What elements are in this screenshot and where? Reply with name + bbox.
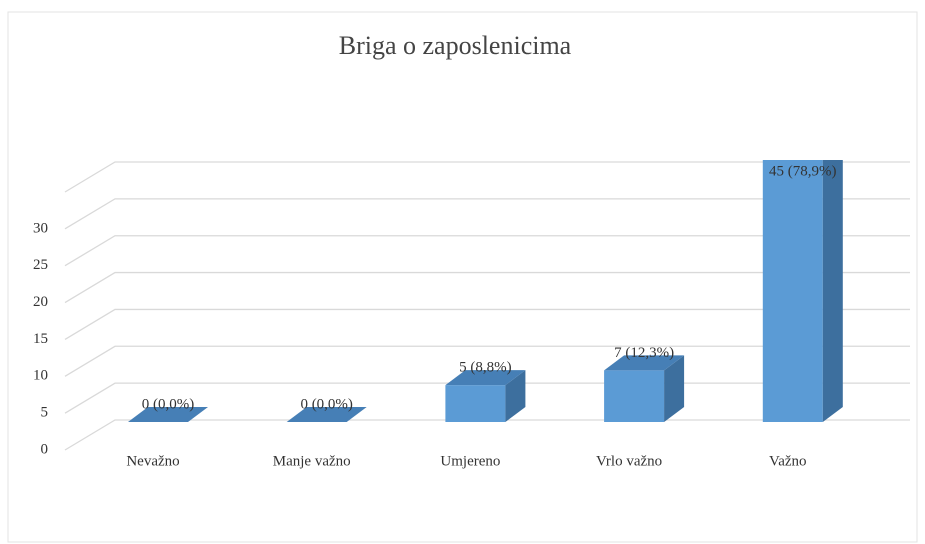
chart-title: Briga o zaposlenicima: [339, 31, 572, 60]
grid-line: [64, 198, 910, 230]
bar: [128, 407, 208, 422]
bar: [445, 370, 526, 422]
y-tick-label: 20: [33, 294, 48, 310]
bar-front: [604, 370, 665, 422]
value-label: 45 (78,9%): [769, 163, 837, 179]
value-label: 7 (12,3%): [614, 345, 674, 361]
bars: [128, 160, 843, 423]
x-tick-label: Manje važno: [273, 453, 351, 469]
grid-line: [64, 161, 910, 193]
y-tick-label: 0: [41, 441, 49, 457]
bar: [286, 407, 367, 422]
bar: [604, 355, 685, 422]
bar-top: [286, 407, 367, 422]
value-label: 0 (0,0%): [300, 396, 353, 412]
x-tick-label: Umjereno: [440, 453, 500, 469]
x-tick-label: Nevažno: [126, 453, 179, 469]
y-tick-label: 25: [33, 257, 48, 273]
bar-front: [445, 385, 506, 422]
grid-line: [64, 235, 910, 267]
bar-top: [128, 407, 208, 422]
value-label: 0 (0,0%): [142, 396, 195, 412]
y-tick-label: 15: [33, 331, 48, 347]
bar-side: [664, 355, 685, 422]
bar-side: [505, 370, 526, 422]
bar-side: [822, 160, 843, 422]
value-label: 5 (8,8%): [459, 360, 512, 376]
grid-line: [64, 345, 910, 377]
bar-top: [445, 370, 526, 386]
y-tick-label: 10: [33, 368, 48, 384]
labels: 0 5 10 15 20 25 30 0 (0,0%) Nevažno 0 (0,0%) Manje…: [33, 163, 837, 469]
grid-line: [64, 308, 910, 340]
y-tick-label: 5: [41, 405, 49, 421]
x-tick-label: Važno: [769, 453, 807, 469]
bar-top: [604, 355, 685, 371]
bar: [762, 160, 843, 423]
x-tick-label: Vrlo važno: [596, 453, 662, 469]
y-tick-label: 30: [33, 220, 48, 236]
grid-line: [64, 271, 910, 304]
bar-front: [762, 160, 823, 423]
